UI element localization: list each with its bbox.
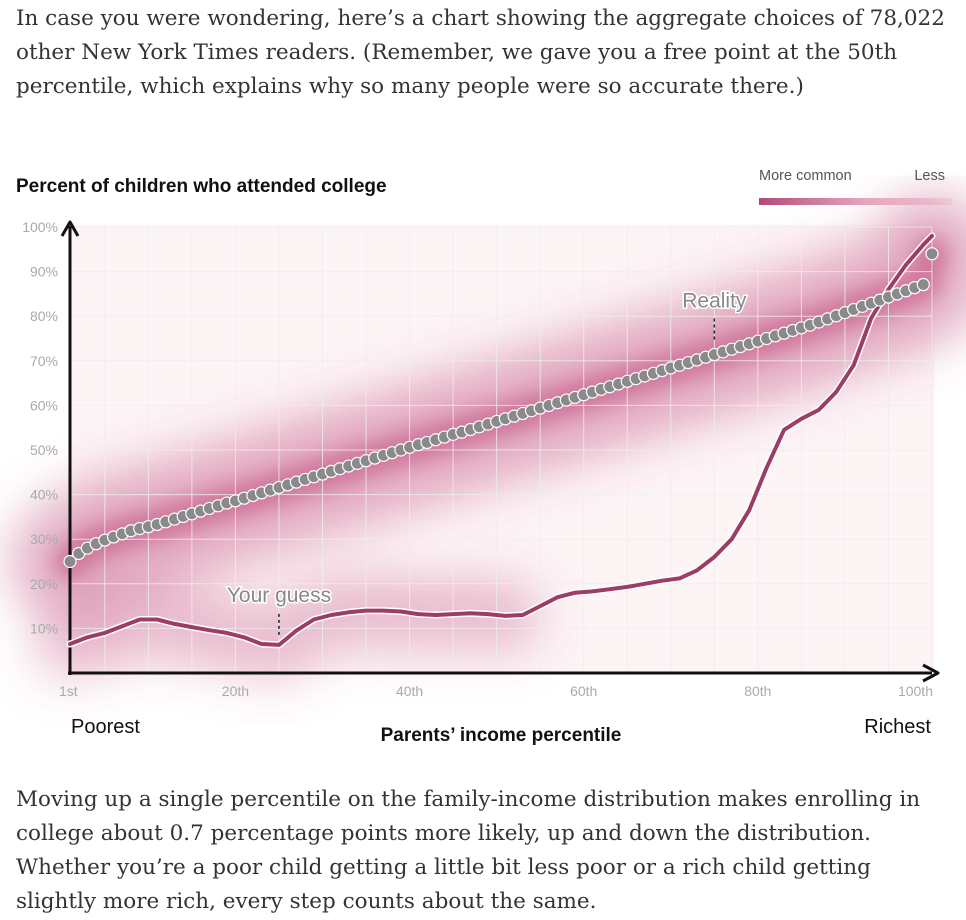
y-tick-label: 90%	[30, 264, 58, 280]
outro-paragraph: Moving up a single percentile on the fam…	[16, 787, 921, 914]
intro-paragraph: In case you were wondering, here’s a cha…	[16, 6, 945, 99]
annotations: Reality Your guess	[225, 288, 748, 635]
guess-line	[68, 233, 934, 647]
y-tick-label: 20%	[30, 576, 58, 592]
x-axis-title: Parents’ income percentile	[381, 725, 622, 746]
y-tick-label: 70%	[30, 353, 58, 369]
guess-series	[66, 232, 936, 649]
y-tick-label: 60%	[30, 397, 58, 413]
x-tick-label: 40th	[396, 683, 423, 699]
annotation-reality: Reality	[682, 290, 747, 313]
college-chart: Percent of children who attended college…	[10, 168, 966, 746]
y-tick-label: 50%	[30, 442, 58, 458]
legend-less-label: Less	[914, 168, 945, 184]
reality-point	[916, 277, 930, 292]
grid	[70, 226, 933, 673]
chart-title: Percent of children who attended college	[16, 176, 387, 197]
reality-series	[63, 247, 939, 569]
x-right-label: Richest	[864, 716, 931, 738]
axes	[60, 220, 940, 683]
y-axis-arrow-icon	[60, 220, 80, 237]
x-tick-label: 80th	[744, 683, 771, 699]
y-tick-label: 80%	[30, 308, 58, 324]
y-tick-label: 10%	[30, 620, 58, 636]
x-axis-arrow-icon	[922, 663, 940, 683]
x-tick-label: 60th	[570, 683, 597, 699]
density-layer	[10, 193, 966, 680]
x-tick-label: 1st	[59, 683, 78, 699]
annotation-guess: Your guess	[227, 584, 331, 607]
legend-gradient-bar	[759, 198, 952, 205]
x-left-label: Poorest	[71, 716, 140, 738]
y-axis-ticks: 10% 20% 30% 40% 50% 60% 70% 80% 90% 100%	[22, 219, 58, 636]
x-axis-ticks: 1st 20th 40th 60th 80th 100th	[59, 683, 933, 699]
legend-more-common-label: More common	[759, 168, 852, 184]
reality-point	[63, 554, 77, 569]
x-tick-label: 20th	[222, 683, 249, 699]
y-tick-label: 100%	[22, 219, 58, 235]
reality-point	[925, 247, 939, 261]
legend: More common Less	[759, 168, 952, 205]
y-tick-label: 40%	[30, 487, 58, 503]
y-tick-label: 30%	[30, 531, 58, 547]
x-tick-label: 100th	[898, 683, 933, 699]
